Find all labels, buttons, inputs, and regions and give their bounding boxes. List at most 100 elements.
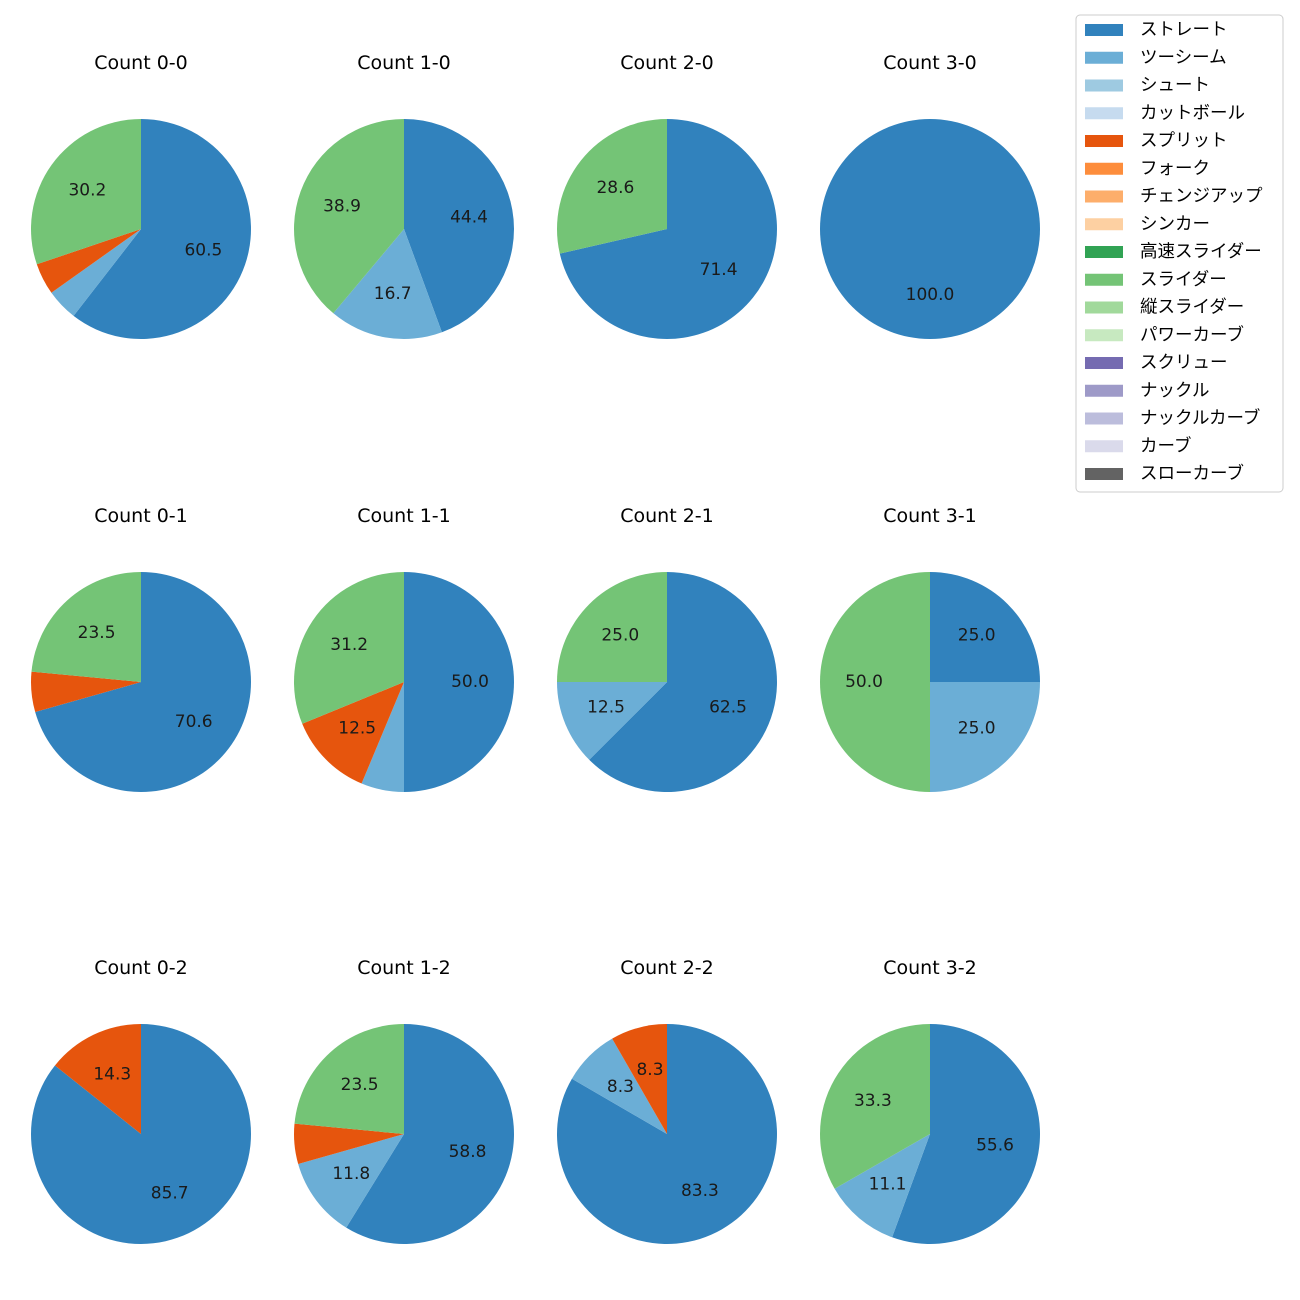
slice-label: 23.5 (78, 623, 116, 643)
slice-label: 28.6 (596, 178, 634, 198)
pie-slice (404, 119, 514, 333)
legend-swatch (1085, 329, 1123, 342)
legend-entries: ストレートツーシームシュートカットボールスプリットフォークチェンジアップシンカー… (1085, 20, 1263, 484)
pie-chart: Count 3-1 25.0 25.0 50.0 (820, 505, 1040, 792)
pie-chart: Count 1-0 44.4 16.7 38.9 (294, 52, 514, 339)
legend-label: スライダー (1140, 270, 1227, 290)
pie-slice (819, 1023, 930, 1189)
chart-title: Count 0-2 (94, 957, 188, 979)
pie-chart: Count 2-0 71.4 28.6 (556, 52, 777, 339)
chart-title: Count 2-1 (620, 505, 714, 527)
slice-label: 70.6 (175, 712, 213, 732)
pie-chart: Count 3-2 55.6 11.1 33.3 (819, 957, 1041, 1244)
legend-swatch (1085, 190, 1123, 203)
pie-slice (294, 1123, 404, 1165)
slice-label: 12.5 (338, 719, 376, 739)
slice-label: 25.0 (601, 625, 639, 645)
pie-slice (892, 1024, 1041, 1244)
pie-slice (556, 1024, 777, 1244)
legend-label: 縦スライダー (1140, 298, 1244, 318)
legend-swatch (1085, 384, 1123, 397)
slice-label: 50.0 (451, 672, 489, 692)
slice-label: 33.3 (854, 1091, 892, 1111)
chart-title: Count 1-1 (357, 505, 451, 527)
slice-label: 71.4 (700, 260, 738, 280)
pie-chart: Count 0-0 60.5 30.2 (31, 52, 251, 339)
pie-slice (302, 682, 404, 784)
pie-slice (834, 1134, 930, 1238)
legend-swatch (1085, 51, 1123, 64)
legend-label: シンカー (1140, 214, 1210, 234)
chart-title: Count 1-2 (357, 957, 451, 979)
chart-title: Count 0-0 (94, 52, 188, 74)
pie-slice (820, 119, 1040, 339)
slice-label: 14.3 (93, 1065, 131, 1085)
slice-label: 23.5 (341, 1075, 379, 1095)
pie-slice (36, 229, 141, 293)
legend-swatch (1085, 273, 1123, 286)
legend-label: ナックルカーブ (1140, 408, 1260, 429)
pie-chart: Count 1-2 58.8 11.8 23.5 (294, 957, 514, 1244)
legend-swatch (1085, 24, 1123, 36)
slice-label: 85.7 (151, 1184, 189, 1204)
legend-label: ストレート (1140, 20, 1228, 40)
pie-slice (571, 1038, 667, 1134)
legend-swatch (1085, 412, 1123, 425)
pie-slice (31, 1024, 252, 1244)
pie-slice (404, 572, 514, 792)
legend-label: カットボール (1140, 103, 1245, 123)
pie-slice (346, 1024, 514, 1244)
pie-slice (294, 119, 404, 314)
slice-label: 31.2 (330, 635, 368, 655)
legend-swatch (1085, 246, 1123, 258)
pie-slice (298, 1134, 404, 1228)
pie-slice (556, 119, 667, 254)
slice-label: 25.0 (958, 625, 996, 645)
slice-label: 38.9 (323, 196, 361, 216)
slice-label: 62.5 (709, 697, 747, 717)
legend-swatch (1085, 468, 1123, 480)
legend-label: カーブ (1140, 435, 1191, 456)
pie-slice (589, 572, 778, 792)
slice-label: 50.0 (845, 672, 883, 692)
slice-label: 12.5 (587, 697, 625, 717)
pie-slice (333, 229, 442, 339)
pie-slice (557, 572, 667, 682)
legend-swatch (1085, 218, 1123, 231)
slice-label: 30.2 (68, 181, 106, 201)
pie-chart: Count 0-2 85.7 14.3 (31, 957, 252, 1244)
slice-label: 11.8 (332, 1164, 370, 1184)
pie-chart: Count 3-0 100.0 (820, 52, 1040, 339)
pie-slice (31, 572, 142, 682)
pie-slice (73, 119, 251, 339)
legend-label: ツーシーム (1140, 48, 1227, 68)
legend-label: シュート (1140, 76, 1210, 96)
legend: ストレートツーシームシュートカットボールスプリットフォークチェンジアップシンカー… (1075, 14, 1284, 493)
legend-swatch (1085, 107, 1123, 120)
slice-label: 58.8 (449, 1142, 487, 1162)
legend-label: チェンジアップ (1140, 187, 1263, 207)
pie-chart: Count 2-2 83.3 8.38.3 (556, 957, 777, 1244)
pie-slice (930, 682, 1040, 792)
legend-label: フォーク (1140, 159, 1210, 179)
chart-title: Count 3-0 (883, 52, 977, 74)
pie-slice (31, 119, 141, 265)
pie-chart: Count 1-1 50.0 12.5 31.2 (293, 505, 514, 792)
legend-swatch (1085, 440, 1123, 453)
pie-slice (557, 682, 667, 760)
slice-label: 60.5 (184, 240, 222, 260)
slice-label: 83.3 (681, 1181, 719, 1201)
slice-label: 25.0 (958, 719, 996, 739)
slice-label: 100.0 (906, 285, 955, 305)
pie-slice (35, 572, 252, 792)
legend-label: スローカーブ (1140, 463, 1244, 484)
pie-slice (361, 682, 404, 792)
chart-title: Count 0-1 (94, 505, 188, 527)
pie-slice (54, 1024, 141, 1134)
legend-frame (1075, 14, 1284, 493)
legend-swatch (1085, 357, 1123, 369)
pie-slice (294, 1024, 404, 1134)
slice-label: 11.1 (869, 1175, 907, 1195)
legend-label: 高速スライダー (1140, 242, 1262, 262)
